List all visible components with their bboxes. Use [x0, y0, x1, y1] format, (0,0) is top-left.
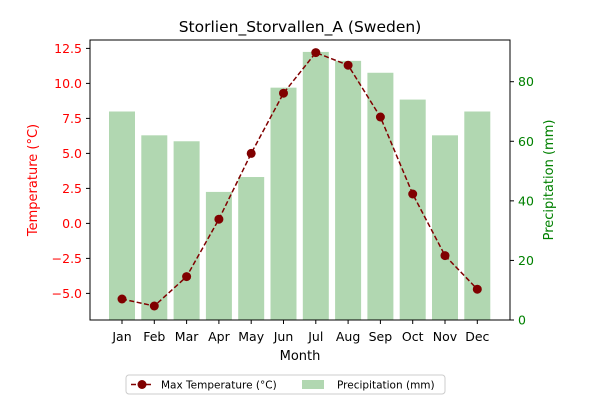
x-axis-label: Month — [280, 349, 321, 364]
right-tick-label: 80 — [518, 74, 534, 89]
legend: Max Temperature (°C) Precipitation (mm) — [125, 374, 446, 395]
x-tick-label: Feb — [143, 329, 165, 344]
left-axis-ticks: −5.0 −2.5 0.0 2.5 5.0 7.5 10.0 12.5 — [52, 41, 90, 301]
left-tick-label: −5.0 — [52, 286, 82, 301]
right-tick-label: 0 — [518, 313, 526, 328]
plot-area-frame — [89, 39, 511, 321]
right-axis-label: Precipitation (mm) — [542, 120, 557, 241]
precipitation-bar-jan — [109, 111, 135, 320]
x-tick-label: Apr — [208, 329, 230, 344]
right-tick-label: 20 — [518, 253, 534, 268]
temperature-point-mar — [182, 272, 192, 282]
temperature-line-path — [121, 51, 478, 307]
right-axis-ticks: 0 20 40 60 80 — [510, 74, 534, 328]
temperature-point-nov — [440, 251, 450, 261]
temperature-point-jul — [311, 48, 321, 58]
temperature-point-jan — [117, 294, 127, 304]
legend-marker-swatch — [137, 380, 147, 389]
right-tick-label: 40 — [518, 193, 534, 208]
precipitation-bar-jun — [270, 87, 297, 320]
precipitation-bar-jul — [302, 51, 329, 321]
precipitation-bar-mar — [173, 141, 200, 320]
left-tick-label: 12.5 — [54, 41, 82, 56]
x-tick-label: Jul — [307, 329, 323, 344]
left-tick-label: 0.0 — [62, 216, 82, 231]
x-tick-label: Oct — [402, 329, 424, 344]
precipitation-bar-nov — [432, 135, 458, 320]
x-tick-label: Sep — [369, 329, 393, 344]
x-axis-ticks: Jan Feb Mar Apr May Jun Jul Aug Sep Oct Nov Dec — [111, 320, 490, 344]
precipitation-bar-may — [238, 177, 265, 320]
temperature-point-aug — [343, 60, 353, 70]
temperature-point-oct — [408, 189, 418, 199]
right-tick-label: 60 — [518, 134, 534, 149]
precipitation-bar-apr — [205, 191, 232, 320]
left-tick-label: 7.5 — [62, 111, 82, 126]
precipitation-bar-aug — [335, 60, 362, 320]
precipitation-bar-feb — [141, 135, 168, 320]
temperature-point-dec — [472, 284, 482, 294]
x-tick-label: Nov — [433, 329, 458, 344]
temperature-point-sep — [375, 112, 385, 122]
x-tick-label: Aug — [336, 329, 360, 344]
temperature-line — [117, 48, 482, 311]
legend-bar-swatch — [302, 380, 324, 389]
legend-box — [125, 374, 446, 395]
legend-entry-precipitation: Precipitation (mm) — [337, 380, 435, 392]
x-tick-label: Dec — [465, 329, 489, 344]
left-tick-label: 10.0 — [54, 76, 82, 91]
precipitation-bar-sep — [367, 72, 394, 320]
left-axis-label: Temperature (°C) — [26, 124, 41, 237]
chart-title: Storlien_Storvallen_A (Sweden) — [179, 18, 422, 37]
left-tick-label: −2.5 — [52, 251, 82, 266]
left-tick-label: 5.0 — [62, 146, 82, 161]
left-tick-label: 2.5 — [62, 181, 82, 196]
temperature-point-jun — [279, 88, 288, 98]
legend-entry-temperature: Max Temperature (°C) — [161, 380, 277, 392]
x-tick-label: Jun — [273, 329, 294, 344]
x-tick-label: Jan — [111, 329, 131, 344]
temperature-point-feb — [149, 301, 159, 311]
temperature-point-apr — [214, 214, 224, 224]
x-tick-label: May — [238, 329, 264, 344]
x-tick-label: Mar — [175, 329, 199, 344]
temperature-point-may — [246, 148, 256, 158]
